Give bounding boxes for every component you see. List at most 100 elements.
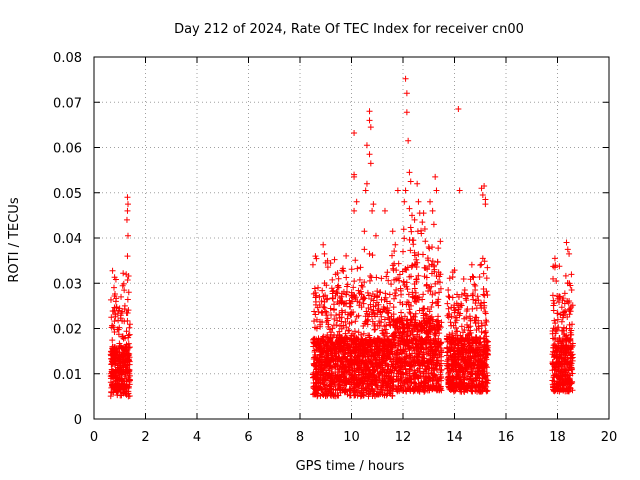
data-point — [460, 355, 467, 362]
data-point — [381, 305, 388, 312]
data-point — [357, 393, 364, 400]
data-point — [376, 362, 383, 369]
data-point — [369, 364, 376, 371]
data-point — [472, 370, 479, 377]
data-point — [313, 355, 320, 362]
data-point — [458, 300, 465, 307]
data-point — [386, 354, 393, 361]
data-point — [475, 387, 482, 394]
data-point — [478, 328, 485, 335]
data-point — [428, 364, 435, 371]
data-point — [412, 289, 419, 296]
data-point — [473, 336, 480, 343]
data-point — [464, 292, 471, 299]
data-point — [461, 337, 468, 344]
data-point — [373, 274, 380, 281]
data-point — [426, 245, 433, 252]
data-point — [437, 362, 444, 369]
data-point — [119, 377, 126, 384]
data-point — [312, 324, 319, 331]
data-point — [436, 351, 443, 358]
data-point — [427, 288, 434, 295]
data-point — [109, 343, 116, 350]
data-point — [339, 334, 346, 341]
data-point — [337, 343, 344, 350]
data-point — [457, 350, 464, 357]
data-point — [478, 320, 485, 327]
data-point — [445, 374, 452, 381]
data-point — [359, 283, 366, 290]
data-point — [341, 351, 348, 358]
data-point — [326, 372, 333, 379]
x-axis-title: GPS time / hours — [296, 459, 405, 474]
data-point — [401, 358, 408, 365]
data-point — [118, 370, 125, 377]
data-point — [317, 349, 324, 356]
data-point — [413, 278, 420, 285]
data-point — [475, 297, 482, 304]
data-point — [367, 301, 374, 308]
x-tick-label: 16 — [498, 430, 515, 445]
data-point — [433, 273, 440, 280]
data-point — [378, 275, 385, 282]
data-point — [383, 361, 390, 368]
data-point — [324, 295, 331, 302]
data-point — [335, 355, 342, 362]
data-point — [314, 359, 321, 366]
data-point — [374, 383, 381, 390]
data-point — [415, 296, 422, 303]
data-point — [412, 372, 419, 379]
data-point — [423, 374, 430, 381]
data-point — [333, 312, 340, 319]
data-point — [409, 331, 416, 338]
data-point — [335, 348, 342, 355]
data-point — [430, 337, 437, 344]
data-point — [484, 338, 491, 345]
data-point — [374, 307, 381, 314]
data-point — [425, 333, 432, 340]
data-point — [341, 300, 348, 307]
data-point — [352, 343, 359, 350]
data-point — [461, 379, 468, 386]
data-point — [445, 369, 452, 376]
data-point — [376, 336, 383, 343]
data-point — [328, 386, 335, 393]
y-tick-label: 0.03 — [53, 277, 82, 292]
data-point — [365, 292, 372, 299]
data-point — [355, 336, 362, 343]
data-point — [355, 366, 362, 373]
data-point — [329, 325, 336, 332]
data-point — [120, 270, 127, 277]
data-point — [429, 299, 436, 306]
y-tick-label: 0.08 — [53, 51, 82, 66]
data-point — [324, 264, 331, 271]
data-point — [484, 264, 491, 271]
x-tick-label: 8 — [296, 430, 304, 445]
data-point — [349, 330, 356, 337]
data-point — [417, 338, 424, 345]
data-point — [428, 346, 435, 353]
data-point — [114, 357, 121, 364]
data-point — [438, 373, 445, 380]
data-point — [434, 343, 441, 350]
data-point — [446, 275, 453, 282]
data-point — [108, 358, 115, 365]
data-point — [367, 370, 374, 377]
data-point — [339, 309, 346, 316]
data-point — [115, 317, 122, 324]
data-point — [385, 309, 392, 316]
data-point — [126, 331, 133, 338]
data-point — [454, 309, 461, 316]
data-point — [355, 287, 362, 294]
data-point — [383, 380, 390, 387]
data-point — [313, 316, 320, 323]
data-point — [389, 252, 396, 259]
data-point — [372, 342, 379, 349]
data-point — [372, 356, 379, 363]
data-point — [389, 348, 396, 355]
data-point — [454, 328, 461, 335]
data-point — [397, 373, 404, 380]
data-point — [372, 326, 379, 333]
data-point — [420, 291, 427, 298]
data-point — [454, 381, 461, 388]
